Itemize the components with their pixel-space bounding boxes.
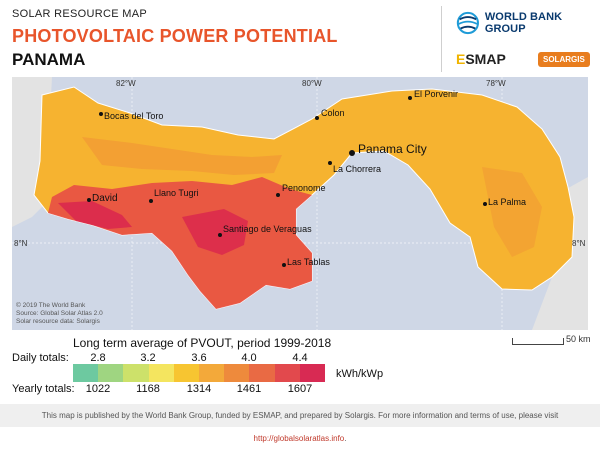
ramp-swatch	[224, 364, 250, 382]
city-label-llano-tugri: Llano Tugri	[154, 188, 199, 198]
ramp-swatch	[249, 364, 275, 382]
map-credits: © 2019 The World Bank Source: Global Sol…	[16, 301, 103, 325]
legend-title: Long term average of PVOUT, period 1999-…	[73, 336, 332, 350]
pacific-high-zone	[48, 177, 312, 309]
ramp-swatch	[148, 364, 174, 382]
yearly-tick-2: 1168	[136, 383, 160, 395]
lon-label-82w: 82°W	[116, 79, 136, 88]
country-name: PANAMA	[12, 50, 86, 69]
city-label-santiago-de-veraguas: Santiago de Veraguas	[223, 224, 312, 234]
globe-icon	[456, 11, 479, 35]
legend-unit: kWh/kWp	[336, 368, 384, 380]
credit-line-3: Solar resource data: Solargis	[16, 318, 101, 325]
city-label-la-palma: La Palma	[488, 197, 526, 207]
city-labels: El Porvenir Bocas del Toro Colon Panama …	[92, 89, 526, 267]
lat-label-8n-left: 8°N	[14, 239, 28, 248]
header-divider	[441, 6, 442, 72]
yearly-tick-1: 1022	[85, 383, 111, 395]
scale-label: 50 km	[566, 334, 591, 344]
lon-label-78w: 78°W	[486, 79, 506, 88]
page-title: PHOTOVOLTAIC POWER POTENTIAL	[12, 26, 338, 46]
ramp-swatch	[299, 364, 326, 382]
daily-tick-5: 4.4	[292, 352, 308, 364]
esmap-text: SMAP	[465, 51, 506, 67]
world-bank-logo: WORLD BANK GROUP	[456, 10, 596, 36]
central-mid-zone	[82, 137, 282, 175]
coordinate-labels: 82°W 80°W 78°W 8°N 8°N	[14, 79, 586, 248]
city-label-las-tablas: Las Tablas	[287, 257, 330, 267]
credit-line-2: Source: Global Solar Atlas 2.0	[16, 310, 103, 317]
yearly-tick-3: 1314	[186, 383, 212, 395]
yearly-tick-5: 1607	[287, 383, 313, 395]
yearly-totals-label: Yearly totals:	[12, 383, 75, 395]
city-label-bocas-del-toro: Bocas del Toro	[104, 111, 163, 121]
world-bank-text: WORLD BANK GROUP	[484, 11, 563, 35]
header-subtitle: SOLAR RESOURCE MAP	[12, 8, 147, 20]
daily-totals-label: Daily totals:	[12, 352, 69, 364]
footer-tail: .	[344, 434, 347, 443]
scale-bar	[512, 338, 564, 345]
city-label-colon: Colon	[321, 108, 345, 118]
daily-tick-2: 3.2	[140, 352, 156, 364]
lat-label-8n-right: 8°N	[572, 239, 586, 248]
footer-note: This map is published by the World Bank …	[0, 404, 600, 443]
credit-line-1: © 2019 The World Bank	[16, 301, 86, 309]
footer-text: This map is published by the World Bank …	[41, 411, 559, 420]
ramp-swatch	[173, 364, 200, 382]
esmap-mark: E	[456, 51, 466, 67]
ramp-swatch	[73, 364, 99, 382]
pvout-map: El Porvenir Bocas del Toro Colon Panama …	[12, 77, 588, 330]
ramp-swatch	[199, 364, 225, 382]
esmap-logo: ESMAP	[456, 51, 506, 67]
city-label-david: David	[92, 193, 118, 204]
yearly-tick-4: 1461	[236, 383, 262, 395]
city-label-penonome: Penonome	[282, 183, 326, 193]
solargis-logo: SOLARGIS	[538, 52, 590, 67]
city-markers	[87, 96, 487, 267]
daily-tick-4: 4.0	[241, 352, 257, 364]
city-label-la-chorrera: La Chorrera	[333, 164, 381, 174]
color-ramp	[73, 364, 326, 382]
pacific-peak-zone	[58, 201, 132, 229]
ramp-swatch	[274, 364, 300, 382]
atlas-link[interactable]: http://globalsolaratlas.info	[253, 434, 345, 443]
darien-mid-zone	[482, 167, 542, 257]
city-label-el-porvenir: El Porvenir	[414, 89, 458, 99]
lon-label-80w: 80°W	[302, 79, 322, 88]
daily-tick-1: 2.8	[90, 352, 106, 364]
ramp-swatch	[123, 364, 149, 382]
azuero-peak-zone	[182, 209, 248, 255]
ramp-swatch	[98, 364, 124, 382]
daily-tick-3: 3.6	[191, 352, 207, 364]
city-label-panama-city: Panama City	[358, 142, 427, 156]
